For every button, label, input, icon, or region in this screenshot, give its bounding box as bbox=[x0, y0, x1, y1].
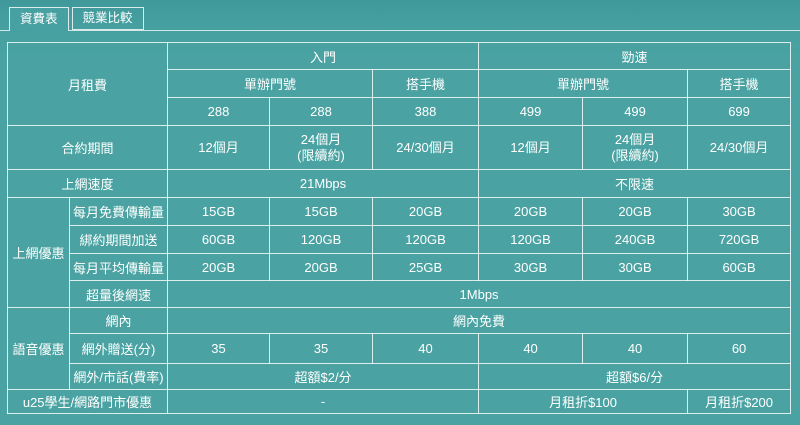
channel-with-phone-entry: 搭手機 bbox=[372, 69, 480, 98]
data-cell: 40 bbox=[478, 333, 584, 364]
data-cell: 20GB bbox=[582, 197, 689, 226]
off-net-rate-speed: 超額$6/分 bbox=[478, 363, 792, 390]
over-quota-value: 1Mbps bbox=[167, 280, 792, 308]
data-cell: 30GB bbox=[582, 253, 689, 281]
row-channel-types: 單辦門號 搭手機 單辦門號 搭手機 bbox=[8, 69, 792, 98]
tab-bar: 資費表 競業比較 bbox=[9, 7, 144, 31]
data-cell: 60GB bbox=[167, 225, 271, 254]
contract-cell: 12個月 bbox=[167, 125, 271, 170]
data-cell: 40 bbox=[582, 333, 689, 364]
monthly-free-label: 每月免費傳輸量 bbox=[68, 197, 169, 226]
on-net-value: 網內免費 bbox=[167, 307, 792, 334]
data-cell: 60GB bbox=[687, 253, 792, 281]
tab-rate-table[interactable]: 資費表 bbox=[9, 7, 69, 31]
u25-speed-phone-value: 月租折$200 bbox=[687, 389, 792, 414]
net-speed-entry: 21Mbps bbox=[167, 169, 480, 198]
contract-cell: 24個月 (限續約) bbox=[582, 125, 689, 170]
row-off-net-minutes: 網外贈送(分) 35 35 40 40 40 60 bbox=[8, 333, 792, 364]
on-net-label: 網內 bbox=[68, 307, 169, 334]
row-prices: 288 288 388 499 499 699 bbox=[8, 97, 792, 126]
net-speed-speed: 不限速 bbox=[478, 169, 792, 198]
contract-period-label: 合約期間 bbox=[6, 125, 169, 170]
row-over-quota-speed: 超量後網速 1Mbps bbox=[8, 280, 792, 308]
off-net-rate-label: 網外/市話(費率) bbox=[68, 363, 169, 390]
voice-benefits-group-label: 語音優惠 bbox=[7, 307, 70, 390]
price-cell: 288 bbox=[167, 97, 271, 126]
data-cell: 20GB bbox=[478, 197, 584, 226]
data-benefits-group-label: 上網優惠 bbox=[7, 197, 70, 308]
contract-cell: 24個月 (限續約) bbox=[269, 125, 374, 170]
row-plan-groups: 月租費 入門 勁速 bbox=[6, 42, 792, 126]
data-cell: 35 bbox=[269, 333, 374, 364]
over-quota-label: 超量後網速 bbox=[68, 280, 169, 308]
tab-competitor-compare[interactable]: 競業比較 bbox=[71, 7, 144, 30]
contract-cell: 24/30個月 bbox=[372, 125, 480, 170]
data-cell: 720GB bbox=[687, 225, 792, 254]
data-cell: 40 bbox=[372, 333, 480, 364]
data-cell: 120GB bbox=[269, 225, 374, 254]
channel-sim-only-speed: 單辦門號 bbox=[478, 69, 689, 98]
row-off-net-rate: 網外/市話(費率) 超額$2/分 超額$6/分 bbox=[8, 363, 792, 390]
data-cell: 30GB bbox=[687, 197, 792, 226]
off-net-minutes-label: 網外贈送(分) bbox=[68, 333, 169, 364]
rate-table: 月租費 入門 勁速 單辦門號 搭手機 單辦門號 搭手機 288 288 388 … bbox=[6, 42, 792, 414]
plan-group-speed: 勁速 bbox=[478, 42, 792, 70]
monthly-avg-label: 每月平均傳輸量 bbox=[68, 253, 169, 281]
data-cell: 25GB bbox=[372, 253, 480, 281]
data-cell: 20GB bbox=[372, 197, 480, 226]
data-cell: 15GB bbox=[269, 197, 374, 226]
data-cell: 120GB bbox=[372, 225, 480, 254]
price-cell: 388 bbox=[372, 97, 480, 126]
row-monthly-free-data: 上網優惠 每月免費傳輸量 15GB 15GB 20GB 20GB 20GB 30… bbox=[7, 197, 792, 308]
row-monthly-avg-data: 每月平均傳輸量 20GB 20GB 25GB 30GB 30GB 60GB bbox=[8, 253, 792, 281]
row-net-speed: 上網速度 21Mbps 不限速 bbox=[6, 169, 792, 198]
u25-entry-value: - bbox=[167, 389, 480, 414]
data-cell: 60 bbox=[687, 333, 792, 364]
data-cell: 35 bbox=[167, 333, 271, 364]
contract-bonus-label: 綁約期間加送 bbox=[68, 225, 169, 254]
u25-discount-label: u25學生/網路門市優惠 bbox=[6, 389, 169, 414]
contract-cell: 12個月 bbox=[478, 125, 584, 170]
price-cell: 699 bbox=[687, 97, 792, 126]
data-cell: 30GB bbox=[478, 253, 584, 281]
contract-cell: 24/30個月 bbox=[687, 125, 792, 170]
row-contract-period: 合約期間 12個月 24個月 (限續約) 24/30個月 12個月 24個月 (… bbox=[6, 125, 792, 170]
monthly-fee-label: 月租費 bbox=[6, 42, 169, 126]
u25-speed-sim-value: 月租折$100 bbox=[478, 389, 689, 414]
data-cell: 120GB bbox=[478, 225, 584, 254]
channel-with-phone-speed: 搭手機 bbox=[687, 69, 792, 98]
channel-sim-only-entry: 單辦門號 bbox=[167, 69, 374, 98]
net-speed-label: 上網速度 bbox=[6, 169, 169, 198]
data-cell: 15GB bbox=[167, 197, 271, 226]
price-cell: 288 bbox=[269, 97, 374, 126]
price-cell: 499 bbox=[582, 97, 689, 126]
data-cell: 20GB bbox=[269, 253, 374, 281]
tab-strip-divider bbox=[0, 30, 800, 31]
row-on-net: 語音優惠 網內 網內免費 bbox=[7, 307, 792, 390]
data-cell: 20GB bbox=[167, 253, 271, 281]
off-net-rate-entry: 超額$2/分 bbox=[167, 363, 480, 390]
row-u25-discount: u25學生/網路門市優惠 - 月租折$100 月租折$200 bbox=[6, 389, 792, 414]
plan-group-entry: 入門 bbox=[167, 42, 480, 70]
row-contract-bonus-data: 綁約期間加送 60GB 120GB 120GB 120GB 240GB 720G… bbox=[8, 225, 792, 254]
price-cell: 499 bbox=[478, 97, 584, 126]
data-cell: 240GB bbox=[582, 225, 689, 254]
